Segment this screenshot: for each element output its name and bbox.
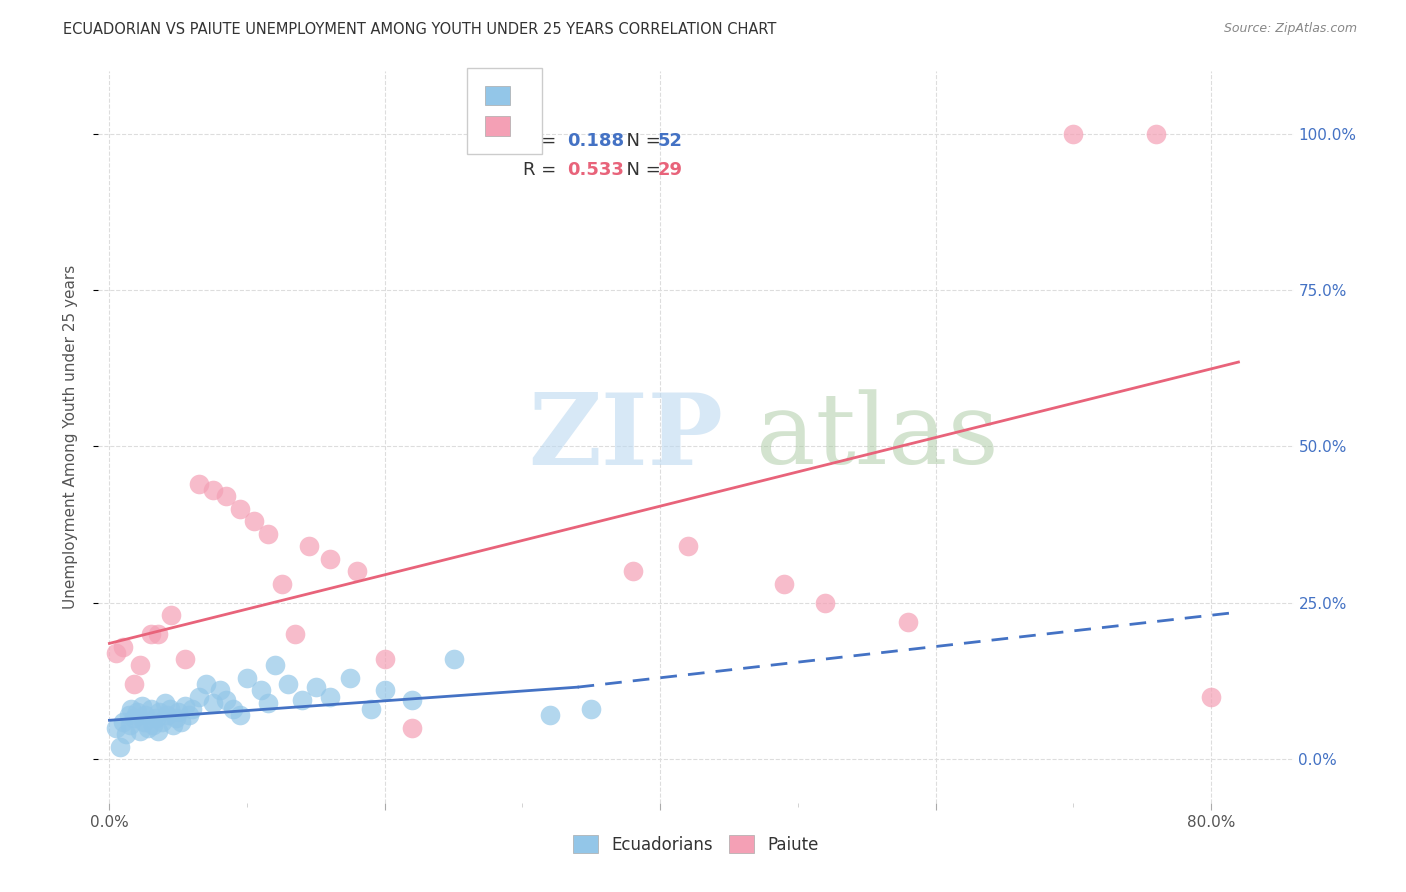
Point <box>201 696 224 710</box>
Point <box>897 615 920 629</box>
Point <box>229 708 252 723</box>
Point <box>156 708 179 723</box>
Point <box>139 702 162 716</box>
Point <box>284 627 307 641</box>
Point <box>374 652 396 666</box>
Text: Source: ZipAtlas.com: Source: ZipAtlas.com <box>1223 22 1357 36</box>
Point <box>360 702 382 716</box>
Point <box>270 577 292 591</box>
Point <box>277 677 299 691</box>
Point <box>222 702 245 716</box>
Point <box>146 723 169 738</box>
Point <box>131 698 153 713</box>
Point <box>181 702 204 716</box>
Point <box>112 640 135 654</box>
Text: R =: R = <box>523 161 561 179</box>
Point <box>236 671 259 685</box>
Point <box>256 527 278 541</box>
Text: 0.188: 0.188 <box>567 132 624 150</box>
Text: R =: R = <box>523 132 561 150</box>
Point <box>339 671 361 685</box>
Point <box>201 483 224 498</box>
Point <box>179 708 201 723</box>
Point <box>676 540 699 554</box>
Point <box>250 683 273 698</box>
Point <box>229 502 252 516</box>
Point <box>134 708 156 723</box>
Point <box>814 596 837 610</box>
Point <box>122 711 145 725</box>
Text: 29: 29 <box>658 161 683 179</box>
Point <box>145 711 167 725</box>
Point <box>118 708 141 723</box>
Point <box>538 708 561 723</box>
Point <box>243 515 266 529</box>
Point <box>115 727 138 741</box>
Y-axis label: Unemployment Among Youth under 25 years: Unemployment Among Youth under 25 years <box>63 265 77 609</box>
Point <box>208 683 231 698</box>
Point <box>122 677 145 691</box>
Point <box>160 608 183 623</box>
Point <box>319 690 342 704</box>
Point <box>128 723 150 738</box>
Point <box>1199 690 1222 704</box>
Text: 0.533: 0.533 <box>567 161 624 179</box>
Point <box>215 490 238 504</box>
Text: ECUADORIAN VS PAIUTE UNEMPLOYMENT AMONG YOUTH UNDER 25 YEARS CORRELATION CHART: ECUADORIAN VS PAIUTE UNEMPLOYMENT AMONG … <box>63 22 776 37</box>
Point <box>621 565 644 579</box>
Point <box>319 552 342 566</box>
Point <box>159 702 181 716</box>
Point <box>105 721 128 735</box>
Point <box>150 714 173 729</box>
Point <box>187 477 209 491</box>
Point <box>153 696 176 710</box>
Point <box>443 652 465 666</box>
Point <box>773 577 796 591</box>
Point <box>162 717 184 731</box>
Point <box>256 696 278 710</box>
Point <box>374 683 396 698</box>
Text: 52: 52 <box>658 132 683 150</box>
Point <box>298 540 321 554</box>
Point <box>167 705 190 719</box>
Point <box>128 658 150 673</box>
Point <box>174 652 197 666</box>
Point <box>105 646 128 660</box>
Point <box>120 717 142 731</box>
Point <box>112 714 135 729</box>
Point <box>170 714 193 729</box>
Text: N =: N = <box>614 161 666 179</box>
Point <box>1144 127 1167 141</box>
Point <box>346 565 368 579</box>
Point <box>146 627 169 641</box>
Point <box>215 692 238 706</box>
Point <box>305 680 328 694</box>
Point <box>174 698 197 713</box>
Point <box>136 721 159 735</box>
Point <box>142 717 165 731</box>
Point <box>1062 127 1084 141</box>
Point <box>132 714 155 729</box>
Text: N =: N = <box>614 132 666 150</box>
Point <box>291 692 314 706</box>
Point <box>401 692 423 706</box>
Point <box>121 702 143 716</box>
Text: ZIP: ZIP <box>529 389 724 485</box>
Point <box>401 721 423 735</box>
Point <box>194 677 217 691</box>
Point <box>125 705 148 719</box>
Point <box>148 705 170 719</box>
Point <box>581 702 603 716</box>
Point <box>263 658 285 673</box>
Point <box>110 739 132 754</box>
Point <box>139 627 162 641</box>
Point <box>165 711 187 725</box>
Point <box>187 690 209 704</box>
Text: atlas: atlas <box>756 389 998 485</box>
Legend: Ecuadorians, Paiute: Ecuadorians, Paiute <box>567 829 825 860</box>
